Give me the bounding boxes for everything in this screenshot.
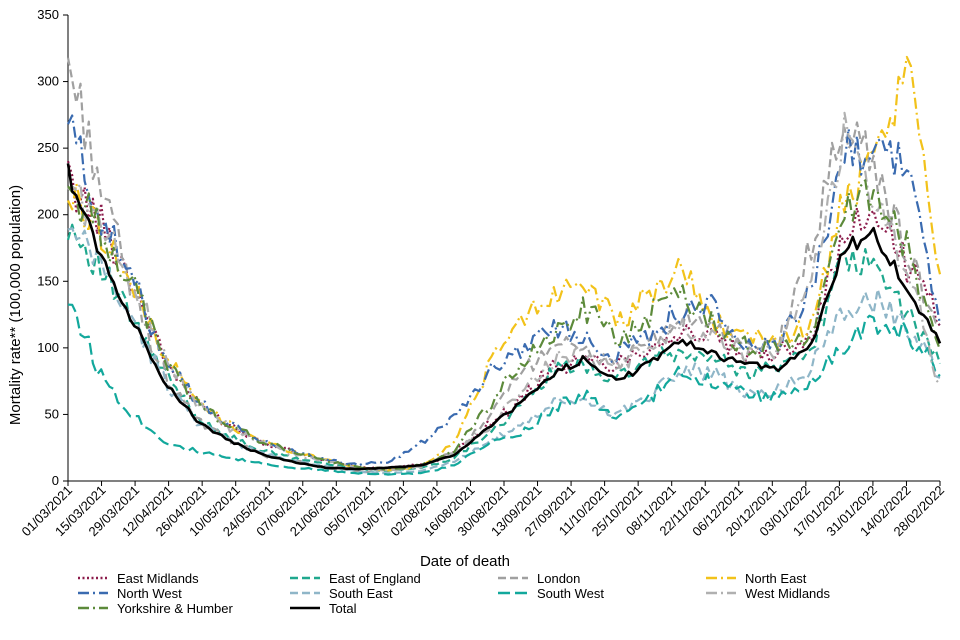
x-axis-ticks: 01/03/202115/03/202129/03/202112/04/2021… <box>18 481 947 539</box>
legend-label-london: London <box>537 571 580 586</box>
legend-label-south-west: South West <box>537 586 604 601</box>
y-tick-label: 300 <box>37 74 59 89</box>
legend-label-south-east: South East <box>329 586 393 601</box>
y-tick-label: 200 <box>37 207 59 222</box>
series-line-east-midlands <box>66 160 941 470</box>
legend: East Midlands East of England London North … <box>78 571 831 616</box>
series-line-north-east <box>67 55 942 472</box>
series-line-east-of-england <box>66 223 942 472</box>
series-lines <box>66 55 942 476</box>
y-axis-title: Mortality rate** (100,000 population) <box>7 185 24 425</box>
series-line-yorkshire-humber <box>67 179 942 471</box>
x-axis-title: Date of death <box>420 553 510 570</box>
series-line-west-midlands <box>67 111 941 472</box>
legend-label-yorkshire-humber: Yorkshire & Humber <box>117 601 234 616</box>
y-tick-label: 100 <box>37 340 59 355</box>
legend-label-total: Total <box>329 601 357 616</box>
y-tick-label: 0 <box>52 473 59 488</box>
legend-label-west-midlands: West Midlands <box>745 586 831 601</box>
legend-label-east-of-england: East of England <box>329 571 421 586</box>
y-tick-label: 250 <box>37 140 59 155</box>
series-line-total <box>66 163 942 471</box>
series-line-south-west <box>67 303 941 476</box>
y-tick-label: 350 <box>37 7 59 22</box>
legend-label-north-east: North East <box>745 571 807 586</box>
series-line-london <box>66 57 941 474</box>
y-tick-label: 50 <box>45 406 59 421</box>
legend-label-east-midlands: East Midlands <box>117 571 199 586</box>
y-tick-label: 150 <box>37 273 59 288</box>
y-axis-ticks: 0 50 100 150 200 250 300 350 <box>37 7 68 488</box>
legend-label-north-west: North West <box>117 586 182 601</box>
